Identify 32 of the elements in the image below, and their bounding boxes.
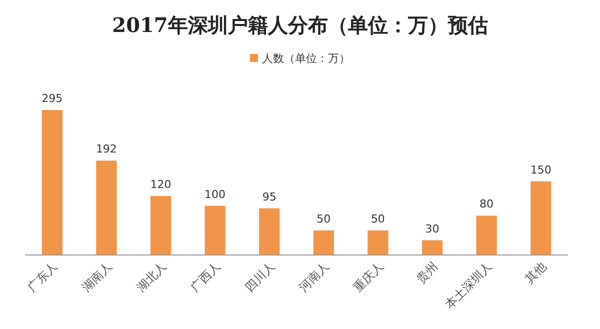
x-tick-label: 河南人 — [296, 259, 332, 295]
bar — [476, 216, 497, 255]
data-label: 192 — [96, 142, 117, 156]
bar — [259, 208, 280, 255]
data-label: 50 — [370, 212, 385, 226]
bar — [96, 160, 117, 255]
bar — [150, 196, 172, 255]
x-tick-label: 其他 — [522, 259, 549, 286]
data-label: 80 — [480, 198, 494, 211]
data-label: 95 — [262, 190, 276, 204]
legend-label: 人数（单位：万） — [262, 52, 350, 65]
x-tick-label: 本土深圳人 — [442, 259, 495, 312]
chart-title: 2017年深圳户籍人分布（单位：万）预估 — [112, 13, 488, 37]
data-label: 295 — [42, 92, 63, 105]
bar — [42, 110, 62, 255]
data-label: 120 — [150, 178, 172, 192]
data-label: 50 — [316, 212, 331, 226]
x-tick-label: 湖南人 — [79, 259, 115, 295]
bar — [422, 240, 443, 255]
x-tick-label: 重庆人 — [350, 259, 386, 295]
bar — [530, 181, 552, 255]
x-tick-label: 四川人 — [242, 259, 278, 295]
x-tick-label: 贵州 — [414, 259, 440, 286]
x-tick-label: 湖北人 — [134, 259, 169, 295]
bar — [368, 230, 388, 255]
bar — [313, 230, 334, 255]
x-tick-label: 广西人 — [188, 259, 224, 295]
bar — [204, 206, 226, 255]
data-label: 100 — [204, 188, 226, 201]
data-label: 150 — [530, 163, 552, 176]
data-label: 30 — [425, 222, 440, 236]
x-tick-label: 广东人 — [24, 259, 60, 295]
